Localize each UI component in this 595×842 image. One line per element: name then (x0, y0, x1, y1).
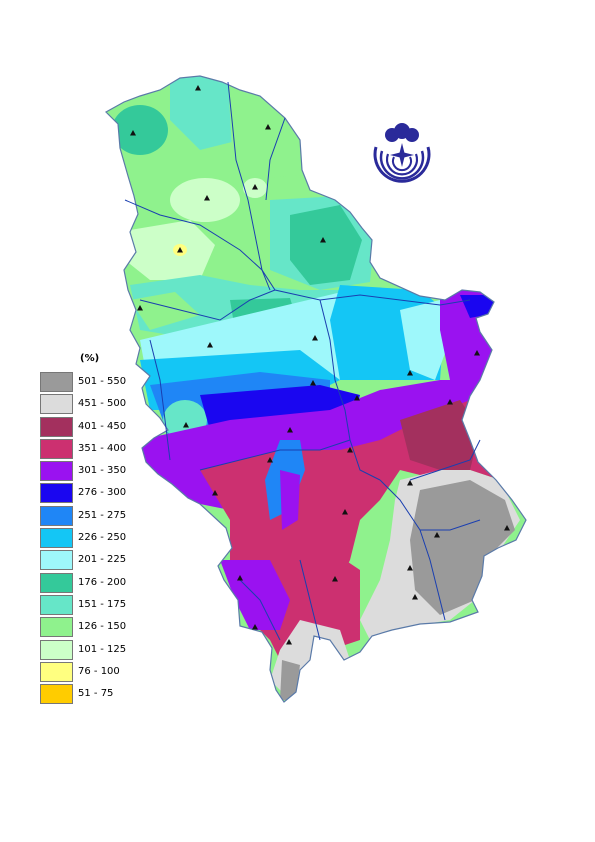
legend-label: 101 - 125 (78, 643, 127, 655)
legend-swatch (40, 505, 73, 526)
station-marker (252, 184, 258, 190)
station-marker (183, 422, 189, 428)
station-marker (207, 342, 213, 348)
legend-swatch (40, 461, 73, 482)
river-begej (265, 117, 286, 201)
river-ibar (299, 559, 321, 641)
station-marker (267, 457, 273, 463)
station-marker (212, 490, 218, 496)
hydrometeorological-service-logo (372, 123, 432, 185)
legend-swatch (40, 550, 73, 571)
rivers (124, 81, 481, 641)
river-drina (149, 339, 171, 461)
river-nisava (420, 519, 481, 531)
station-marker (177, 247, 183, 253)
legend-swatch (40, 594, 73, 615)
station-marker (320, 237, 326, 243)
legend-swatch (40, 528, 73, 549)
station-marker (407, 480, 413, 486)
legend-label: 201 - 225 (78, 554, 127, 566)
legend-swatch (40, 661, 73, 682)
station-marker (195, 85, 201, 91)
station-marker (130, 130, 136, 136)
river-zapadna-morava (199, 439, 351, 471)
station-marker (504, 525, 510, 531)
river-south (239, 579, 281, 641)
station-marker (354, 395, 360, 401)
country-border (105, 75, 527, 703)
station-marker (237, 575, 243, 581)
legend-swatch (40, 394, 73, 415)
legend-label: 151 - 175 (78, 598, 127, 610)
river-velika-morava (319, 299, 381, 481)
station-marker (312, 335, 318, 341)
river-juzna-morava (379, 479, 446, 621)
legend-label: 276 - 300 (78, 487, 127, 499)
station-marker (447, 399, 453, 405)
station-marker (287, 427, 293, 433)
legend-label: 251 - 275 (78, 509, 127, 521)
legend-label: 176 - 200 (78, 576, 127, 588)
river-timok (409, 439, 481, 481)
station-marker (252, 624, 258, 630)
weather-stations (130, 85, 510, 645)
legend-swatch (40, 372, 73, 392)
legend-swatch (40, 617, 73, 638)
station-marker (342, 509, 348, 515)
legend-label: 126 - 150 (78, 621, 127, 633)
station-marker (347, 447, 353, 453)
legend-label: 301 - 350 (78, 465, 127, 477)
station-marker (332, 576, 338, 582)
station-marker (412, 594, 418, 600)
station-marker (407, 565, 413, 571)
legend-label: 351 - 400 (78, 442, 127, 454)
legend-swatch (40, 572, 73, 593)
legend-unit-label: (%) (80, 353, 100, 364)
legend-label: 501 - 550 (78, 376, 127, 387)
legend-label: 451 - 500 (78, 398, 127, 410)
legend-swatch (40, 438, 73, 459)
legend-label: 226 - 250 (78, 532, 127, 544)
station-marker (265, 124, 271, 130)
station-marker (407, 370, 413, 376)
legend-label: 401 - 450 (78, 420, 127, 432)
legend-swatch (40, 416, 73, 437)
legend-swatch (40, 483, 73, 504)
station-marker (137, 305, 143, 311)
station-marker (474, 350, 480, 356)
station-marker (204, 195, 210, 201)
legend-swatch (40, 639, 73, 660)
station-marker (286, 639, 292, 645)
river-sava (139, 289, 276, 321)
station-marker (434, 532, 440, 538)
legend-label: 51 - 75 (78, 688, 114, 700)
station-marker (310, 380, 316, 386)
legend-swatch (40, 684, 73, 705)
legend-label: 76 - 100 (78, 665, 120, 677)
